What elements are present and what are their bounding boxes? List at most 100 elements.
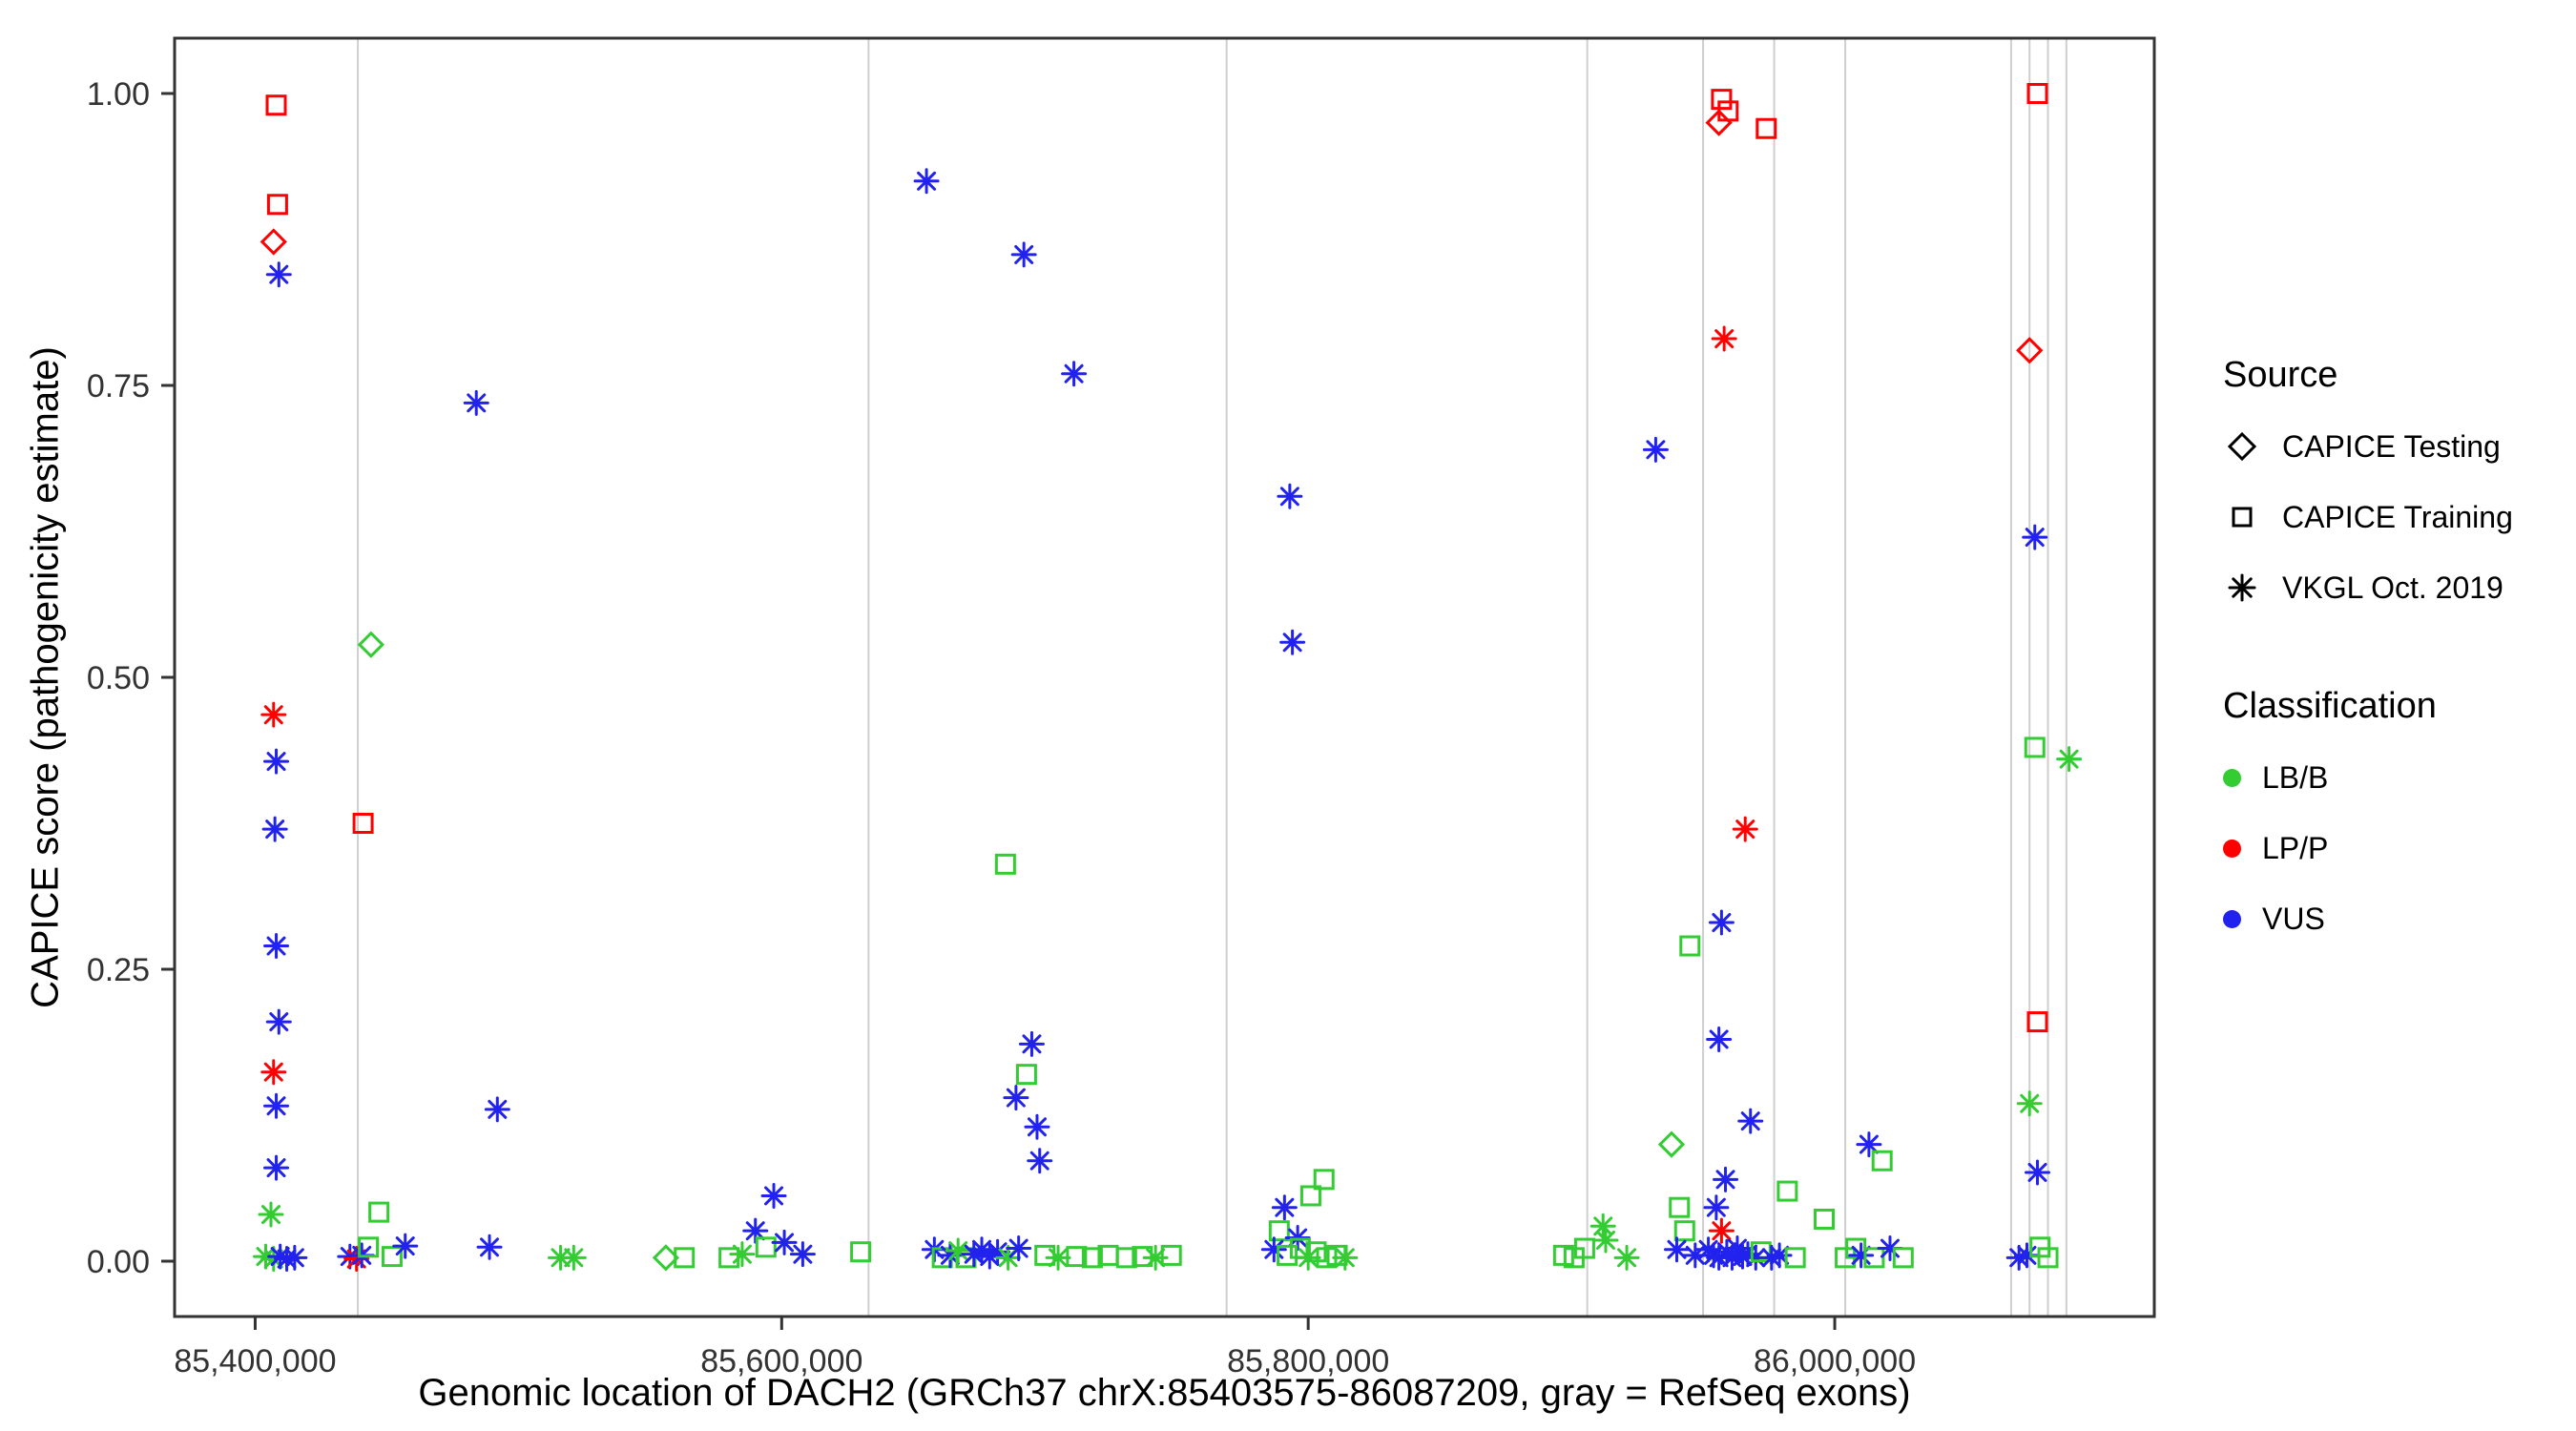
legend-item-vus: VUS bbox=[2223, 883, 2566, 954]
data-point-square bbox=[1552, 1244, 1574, 1266]
data-point-asterisk bbox=[1003, 1085, 1029, 1111]
x-tick-label: 85,800,000 bbox=[1227, 1343, 1389, 1379]
data-point-asterisk bbox=[1024, 1113, 1050, 1140]
data-point-asterisk bbox=[1613, 1244, 1640, 1271]
data-point-square bbox=[265, 94, 287, 116]
legend-item-label: VKGL Oct. 2019 bbox=[2282, 570, 2503, 605]
data-point-asterisk bbox=[1010, 241, 1037, 268]
data-point-asterisk bbox=[392, 1233, 419, 1259]
data-point-asterisk bbox=[2056, 746, 2083, 773]
data-point-square bbox=[1160, 1244, 1182, 1266]
data-point-square bbox=[368, 1201, 390, 1223]
y-axis-title: CAPICE score (pathogenicity estimate) bbox=[24, 346, 67, 1008]
legend-classification-block: Classification LB/B LP/P VUS bbox=[2223, 686, 2566, 954]
data-point-square bbox=[1679, 935, 1701, 957]
data-point-asterisk bbox=[1708, 909, 1735, 936]
x-axis-title: Genomic location of DACH2 (GRCh37 chrX:8… bbox=[418, 1372, 1911, 1414]
data-point-asterisk bbox=[1703, 1194, 1730, 1221]
data-point-asterisk bbox=[263, 1092, 290, 1119]
data-point-square bbox=[1776, 1180, 1798, 1202]
data-point-square bbox=[1871, 1150, 1893, 1172]
data-point-square bbox=[1573, 1237, 1595, 1259]
data-point-asterisk bbox=[913, 168, 940, 195]
green-dot-icon bbox=[2223, 768, 2241, 787]
data-point-square bbox=[994, 853, 1016, 875]
data-point-diamond bbox=[357, 631, 384, 658]
data-point-asterisk bbox=[1332, 1244, 1359, 1271]
y-tick-label: 0.25 bbox=[87, 952, 150, 988]
data-point-asterisk bbox=[265, 261, 292, 288]
legend-classification-title: Classification bbox=[2223, 686, 2437, 726]
data-point-asterisk bbox=[263, 933, 290, 960]
data-point-asterisk bbox=[484, 1096, 510, 1123]
data-point-asterisk bbox=[1713, 1166, 1739, 1192]
data-point-asterisk bbox=[1663, 1236, 1690, 1263]
data-point-square bbox=[1115, 1247, 1137, 1269]
legend-item-lbb: LB/B bbox=[2223, 742, 2566, 813]
data-point-square bbox=[1717, 100, 1739, 122]
data-point-asterisk bbox=[1708, 1217, 1735, 1244]
data-point-square bbox=[358, 1236, 380, 1258]
data-point-square bbox=[1669, 1196, 1691, 1218]
data-point-asterisk bbox=[263, 748, 290, 775]
data-point-asterisk bbox=[1642, 436, 1669, 463]
data-point-square bbox=[1299, 1185, 1321, 1207]
data-point-asterisk bbox=[1737, 1108, 1764, 1134]
data-point-square bbox=[1081, 1247, 1103, 1269]
data-point-diamond bbox=[260, 228, 287, 256]
data-point-asterisk bbox=[742, 1217, 769, 1244]
data-point-asterisk bbox=[1277, 483, 1303, 509]
square-icon bbox=[2232, 507, 2253, 528]
data-point-asterisk bbox=[1260, 1236, 1287, 1263]
legend-item-label: LB/B bbox=[2262, 759, 2329, 795]
panel-border bbox=[173, 36, 2156, 1318]
blue-dot-icon bbox=[2223, 909, 2241, 928]
legend-item-capice-training: CAPICE Training bbox=[2223, 482, 2566, 552]
data-point-diamond bbox=[1657, 1130, 1686, 1158]
data-point-asterisk bbox=[1045, 1244, 1071, 1271]
data-point-square bbox=[266, 194, 288, 216]
data-point-asterisk bbox=[281, 1244, 308, 1271]
data-point-asterisk bbox=[2025, 1159, 2051, 1186]
data-point-square bbox=[755, 1236, 777, 1258]
data-point-diamond bbox=[1705, 109, 1733, 136]
data-point-asterisk bbox=[2016, 1090, 2043, 1117]
data-point-asterisk bbox=[1061, 361, 1088, 387]
data-point-square bbox=[1673, 1220, 1695, 1242]
data-point-asterisk bbox=[2022, 524, 2048, 550]
data-point-asterisk bbox=[771, 1229, 798, 1255]
data-point-square bbox=[718, 1247, 740, 1269]
data-point-asterisk bbox=[1711, 325, 1737, 352]
data-point-asterisk bbox=[265, 1008, 292, 1035]
data-point-square bbox=[1066, 1246, 1088, 1268]
data-point-square bbox=[1313, 1169, 1335, 1191]
red-dot-icon bbox=[2223, 839, 2241, 858]
data-point-asterisk bbox=[1856, 1131, 1882, 1158]
data-point-asterisk bbox=[260, 701, 287, 728]
data-point-asterisk bbox=[1279, 629, 1306, 655]
legend-item-label: CAPICE Training bbox=[2282, 499, 2513, 534]
data-point-asterisk bbox=[1027, 1148, 1053, 1174]
data-point-asterisk bbox=[260, 1059, 287, 1086]
data-point-square bbox=[1305, 1241, 1327, 1263]
y-tick-label: 0.00 bbox=[87, 1244, 150, 1280]
data-point-diamond bbox=[652, 1244, 680, 1272]
asterisk-icon bbox=[2228, 573, 2256, 602]
data-point-square bbox=[1277, 1244, 1298, 1266]
data-point-asterisk bbox=[729, 1241, 756, 1268]
data-point-asterisk bbox=[263, 1154, 290, 1181]
legend: Source CAPICE Testing CAPICE Training bbox=[2223, 355, 2566, 954]
y-tick-label: 0.50 bbox=[87, 660, 150, 696]
x-tick-label: 85,400,000 bbox=[174, 1343, 336, 1379]
data-point-asterisk bbox=[1271, 1194, 1298, 1221]
data-point-square bbox=[1814, 1208, 1836, 1230]
data-point-square bbox=[2026, 83, 2048, 104]
x-tick-label: 86,000,000 bbox=[1754, 1343, 1916, 1379]
data-point-asterisk bbox=[760, 1182, 787, 1209]
data-point-square bbox=[1015, 1064, 1037, 1086]
legend-item-label: CAPICE Testing bbox=[2282, 428, 2501, 464]
data-point-square bbox=[1863, 1247, 1885, 1269]
legend-source-title: Source bbox=[2223, 355, 2338, 395]
